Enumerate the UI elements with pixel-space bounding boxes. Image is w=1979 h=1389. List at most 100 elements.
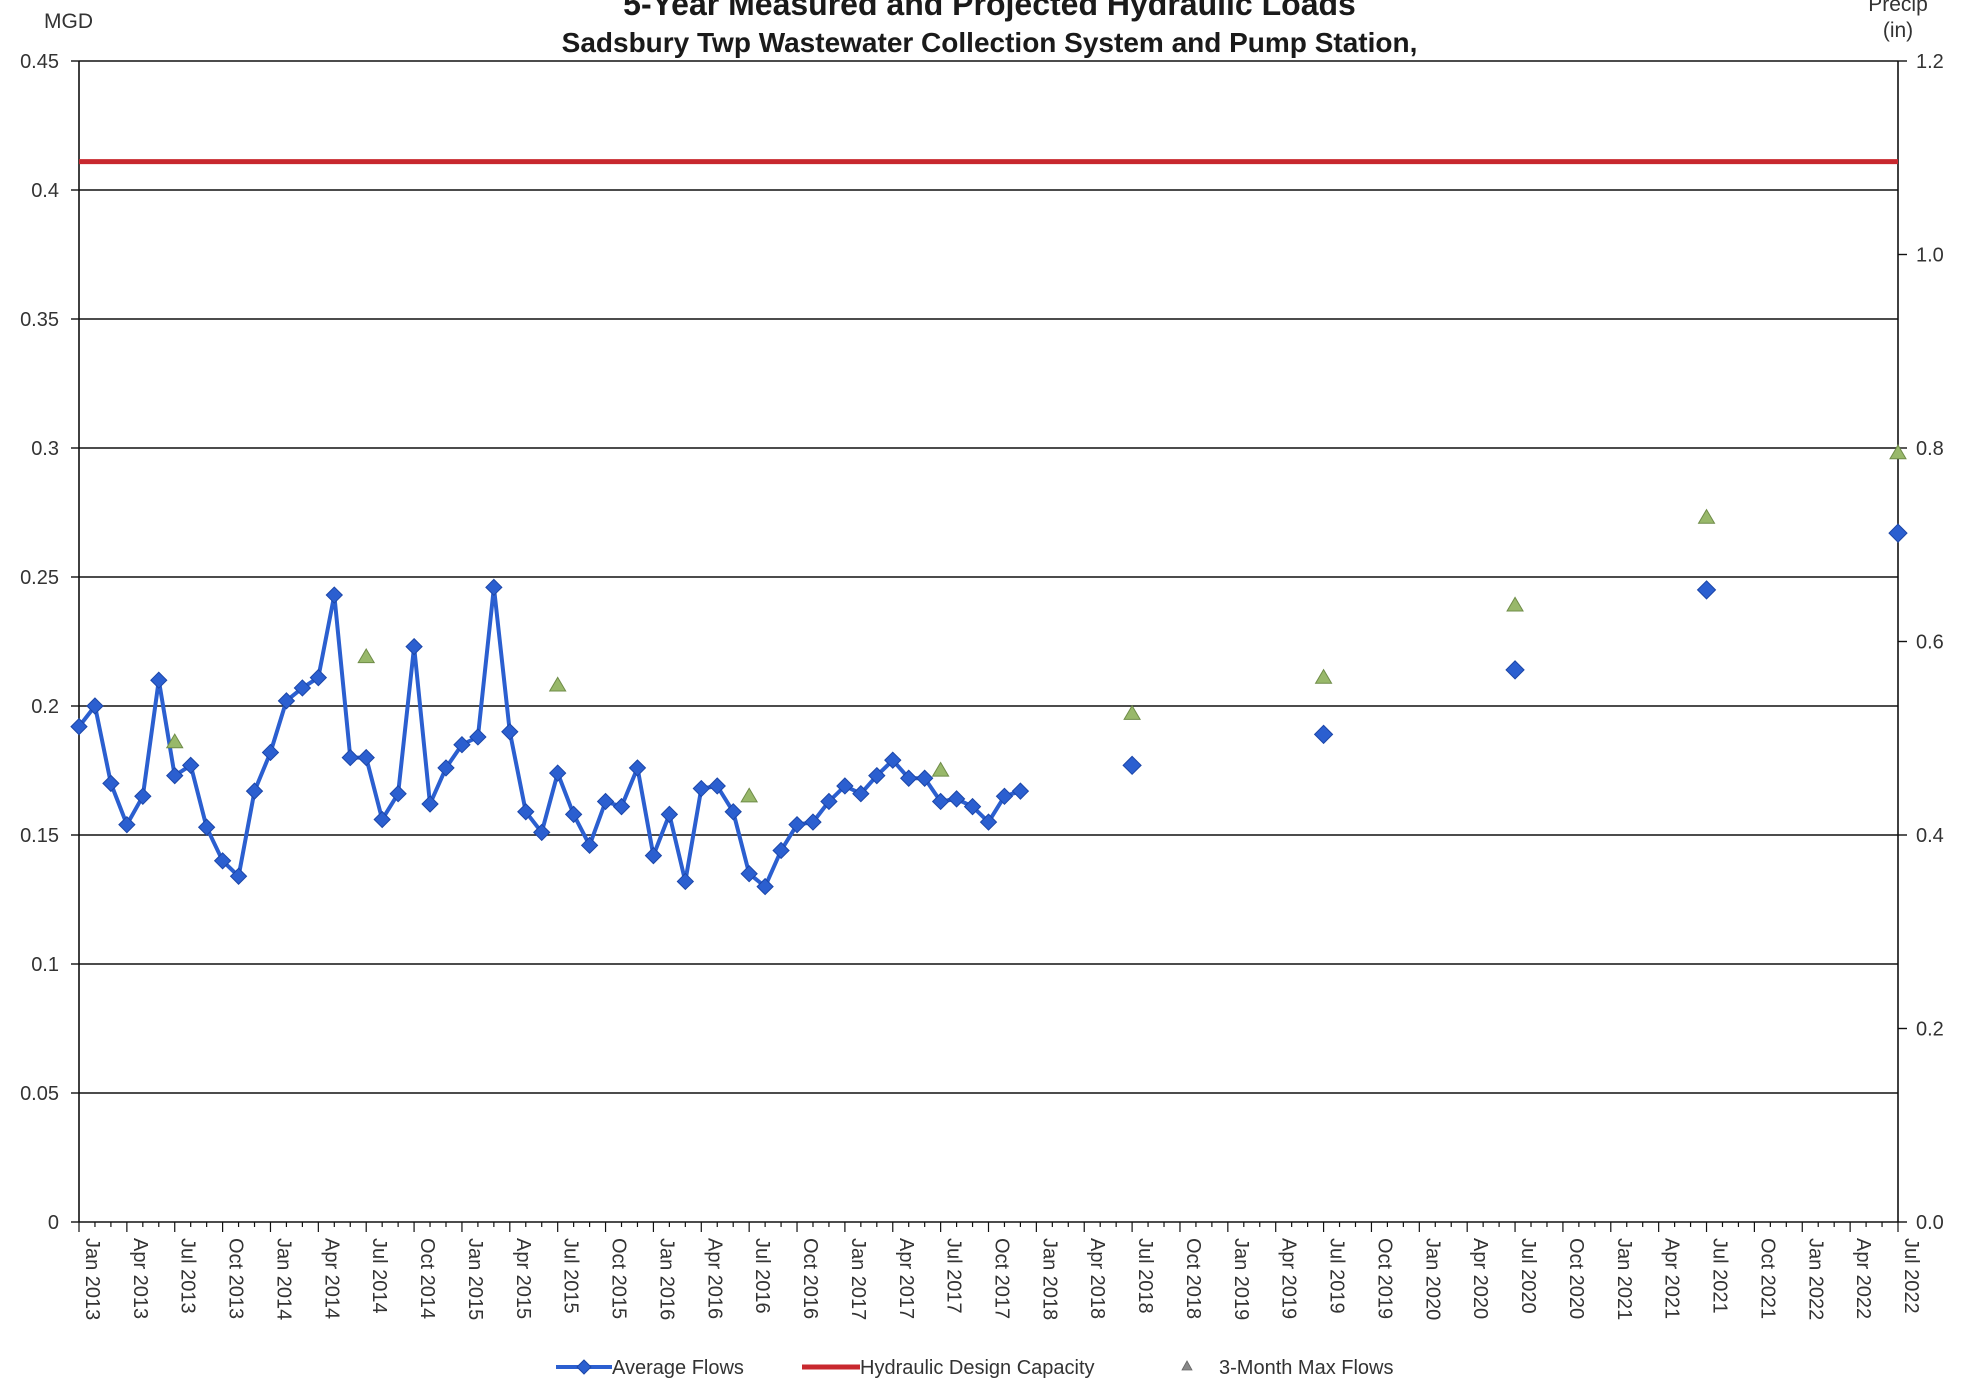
average-flow-point xyxy=(756,877,774,896)
x-tick-label: Oct 2019 xyxy=(1373,1238,1395,1319)
chart-subtitle: Sadsbury Twp Wastewater Collection Syste… xyxy=(561,27,1418,58)
average-flow-point xyxy=(660,805,679,824)
projected-flow-point xyxy=(1122,755,1142,776)
x-tick-label: Jul 2015 xyxy=(560,1238,582,1314)
x-tick-label: Jan 2014 xyxy=(272,1238,294,1320)
x-tick-label: Jul 2018 xyxy=(1134,1238,1156,1314)
y2-tick-label: 0.6 xyxy=(1916,632,1944,654)
average-flow-point xyxy=(118,815,136,834)
average-flow-point xyxy=(868,766,886,785)
average-flow-point xyxy=(836,777,854,795)
average-flow-point xyxy=(421,795,439,813)
max-flow-point xyxy=(931,761,950,777)
x-tick-label: Jan 2017 xyxy=(847,1238,869,1320)
projected-flow-point xyxy=(1888,523,1908,543)
y-tick-label: 0.05 xyxy=(20,1083,59,1105)
x-tick-label: Jan 2013 xyxy=(81,1238,103,1320)
average-flow-point xyxy=(884,751,902,769)
max-flow-point xyxy=(1506,596,1524,612)
x-tick-label: Jan 2015 xyxy=(464,1238,486,1320)
x-tick-label: Apr 2021 xyxy=(1661,1238,1683,1319)
x-tick-label: Oct 2018 xyxy=(1182,1238,1204,1319)
average-flow-point xyxy=(963,797,982,816)
average-flow-point xyxy=(150,671,168,689)
average-flow-point xyxy=(134,787,152,806)
x-tick-label: Apr 2018 xyxy=(1086,1238,1108,1319)
average-flow-point xyxy=(692,779,710,798)
x-tick-label: Oct 2021 xyxy=(1756,1238,1778,1319)
max-flow-point xyxy=(1123,704,1141,720)
x-tick-label: Jan 2018 xyxy=(1038,1238,1060,1320)
max-flow-point xyxy=(1314,668,1333,684)
average-flow-point xyxy=(915,769,934,787)
y-tick-label: 0.35 xyxy=(20,309,59,331)
average-flow-point xyxy=(181,756,200,775)
average-flow-point xyxy=(931,792,950,811)
average-flow-point xyxy=(628,759,647,777)
average-flow-point xyxy=(86,697,104,715)
projected-flow-point xyxy=(1505,660,1525,680)
average-flow-point xyxy=(437,759,455,777)
legend-average-flows-label: Average Flows xyxy=(612,1357,744,1379)
x-tick-label: Oct 2020 xyxy=(1565,1238,1587,1319)
average-flow-point xyxy=(453,735,471,754)
average-flow-point xyxy=(979,813,998,831)
y-tick-label: 0.45 xyxy=(20,51,59,73)
chart-title: 5-Year Measured and Projected Hydraulic … xyxy=(623,0,1356,22)
max-flow-point xyxy=(548,676,567,692)
max-flow-point xyxy=(357,647,376,664)
x-tick-label: Jul 2013 xyxy=(177,1238,199,1314)
y2-axis-unit-line-2: (in) xyxy=(1882,19,1914,42)
x-tick-label: Apr 2020 xyxy=(1469,1238,1491,1319)
average-flow-point xyxy=(245,782,264,800)
average-flow-point xyxy=(708,777,726,795)
average-flow-point xyxy=(900,769,918,787)
average-flow-point xyxy=(995,787,1014,806)
y2-tick-label: 0.8 xyxy=(1916,438,1944,460)
average-flow-point xyxy=(325,586,344,604)
x-tick-label: Jul 2022 xyxy=(1900,1238,1922,1314)
y2-tick-label: 0.2 xyxy=(1916,1019,1944,1041)
average-flow-point xyxy=(852,785,870,803)
average-flow-point xyxy=(517,803,535,821)
x-tick-label: Jul 2014 xyxy=(368,1238,390,1314)
x-tick-label: Oct 2013 xyxy=(225,1238,247,1319)
y2-axis-unit-label: Precip (in) xyxy=(1853,0,1943,44)
average-flow-point xyxy=(213,852,232,870)
x-tick-label: Apr 2019 xyxy=(1278,1238,1300,1319)
y2-axis-unit-line-1: Precip xyxy=(1868,0,1928,16)
y-tick-label: 0.25 xyxy=(20,567,59,589)
x-tick-label: Jul 2020 xyxy=(1517,1238,1539,1314)
y-axis-unit-label: MGD xyxy=(44,10,93,33)
average-flow-point xyxy=(357,748,375,767)
average-flow-point xyxy=(533,823,551,842)
average-flow-point xyxy=(102,774,120,793)
legend-design-capacity-label: Hydraulic Design Capacity xyxy=(860,1357,1095,1379)
x-tick-label: Oct 2014 xyxy=(416,1238,438,1319)
x-tick-label: Jul 2017 xyxy=(943,1238,965,1314)
y2-tick-label: 1.0 xyxy=(1916,245,1944,267)
y2-tick-label: 0.4 xyxy=(1916,825,1944,847)
x-tick-label: Apr 2016 xyxy=(703,1238,725,1319)
x-tick-label: Jan 2022 xyxy=(1804,1238,1826,1320)
x-tick-label: Oct 2017 xyxy=(991,1238,1013,1319)
average-flow-point xyxy=(564,805,583,824)
series-average-flows-line xyxy=(77,585,1022,889)
y2-tick-label: 1.2 xyxy=(1916,51,1944,73)
average-flow-point xyxy=(405,637,423,656)
average-flow-point xyxy=(947,790,966,808)
average-flow-point xyxy=(644,846,663,865)
average-flow-point xyxy=(740,864,758,883)
x-tick-label: Jan 2019 xyxy=(1230,1238,1252,1320)
average-flow-point xyxy=(373,810,391,829)
y2-tick-label: 0.0 xyxy=(1916,1212,1944,1234)
average-flow-point xyxy=(485,578,503,597)
legend-average-flows-marker xyxy=(576,1359,592,1375)
y-tick-label: 0 xyxy=(48,1212,59,1234)
average-flow-point xyxy=(580,836,599,855)
y-tick-label: 0.3 xyxy=(31,438,59,460)
legend-max-flows-marker xyxy=(1181,1360,1193,1371)
average-flow-point xyxy=(548,764,567,782)
